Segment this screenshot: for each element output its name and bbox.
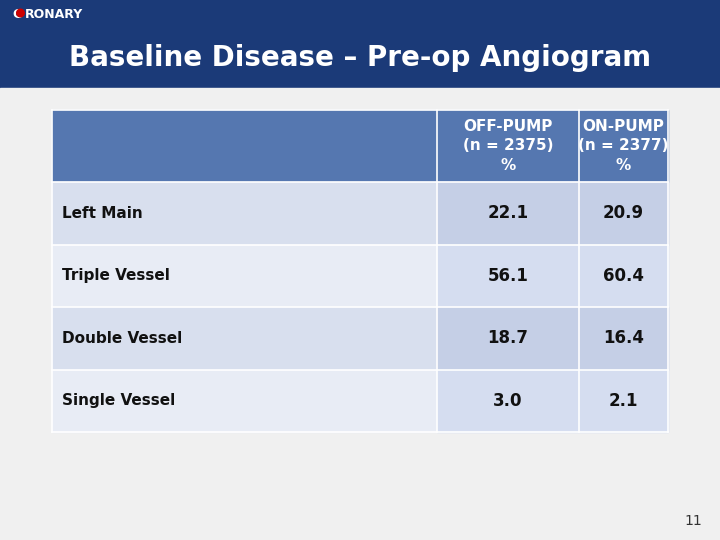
Bar xyxy=(437,369,668,432)
Bar xyxy=(52,369,668,432)
Text: 3.0: 3.0 xyxy=(493,392,523,410)
Text: C: C xyxy=(12,8,21,21)
Bar xyxy=(437,245,668,307)
Text: OFF-PUMP
(n = 2375)
%: OFF-PUMP (n = 2375) % xyxy=(463,119,553,173)
Circle shape xyxy=(17,9,24,17)
Bar xyxy=(52,245,668,307)
Text: Double Vessel: Double Vessel xyxy=(62,330,182,346)
Bar xyxy=(437,307,668,369)
Bar xyxy=(52,182,668,245)
Text: 56.1: 56.1 xyxy=(487,267,528,285)
Bar xyxy=(0,88,720,540)
Bar xyxy=(437,182,668,245)
Text: Baseline Disease – Pre-op Angiogram: Baseline Disease – Pre-op Angiogram xyxy=(69,44,651,72)
Text: Single Vessel: Single Vessel xyxy=(62,393,175,408)
Bar xyxy=(52,307,668,369)
Text: Left Main: Left Main xyxy=(62,206,143,221)
Text: 11: 11 xyxy=(684,514,702,528)
Text: Triple Vessel: Triple Vessel xyxy=(62,268,170,284)
Text: 20.9: 20.9 xyxy=(603,204,644,222)
Text: ON-PUMP
(n = 2377)
%: ON-PUMP (n = 2377) % xyxy=(578,119,669,173)
Text: RONARY: RONARY xyxy=(24,8,83,21)
Text: 2.1: 2.1 xyxy=(608,392,638,410)
Text: 16.4: 16.4 xyxy=(603,329,644,347)
Text: 18.7: 18.7 xyxy=(487,329,528,347)
Text: 22.1: 22.1 xyxy=(487,204,528,222)
Bar xyxy=(0,0,720,88)
Bar xyxy=(52,110,668,182)
Text: 60.4: 60.4 xyxy=(603,267,644,285)
